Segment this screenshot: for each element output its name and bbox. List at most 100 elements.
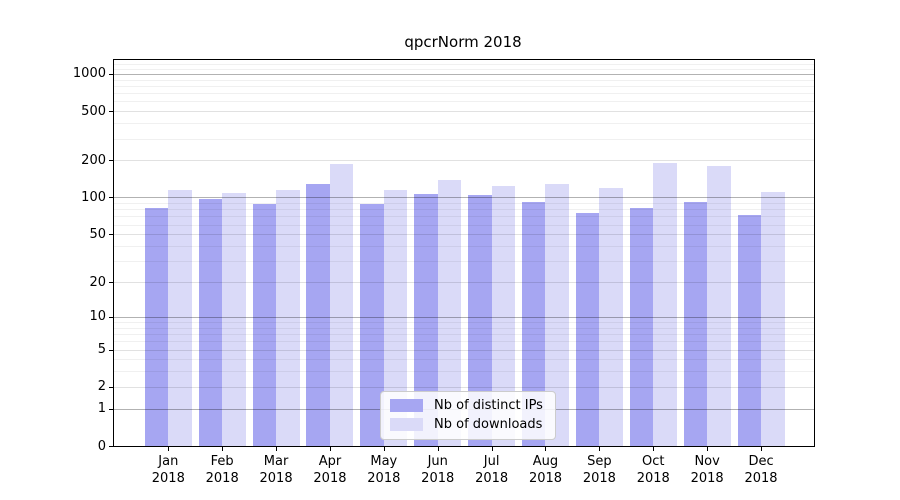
x-label-line: Nov [694,454,720,469]
y-tick-label-10: 10 [89,309,106,325]
x-tick-label-nov: Nov 2018 [675,453,739,487]
x-label-line: Mar [263,454,289,469]
x-tick-label-may: May 2018 [352,453,416,487]
x-label-line: Jul [483,454,500,469]
x-tick-label-sep: Sep 2018 [567,453,631,487]
y-tick-mark-200 [109,160,114,162]
x-label-line: 2018 [151,471,185,486]
y-tick-label-50: 50 [89,226,106,242]
x-tick-label-mar: Mar 2018 [244,453,308,487]
x-label-line: Jan [158,454,179,469]
legend-swatch-distinct-ips [390,399,423,412]
x-label-line: 2018 [205,471,239,486]
y-tick-label-1: 1 [97,401,106,417]
bar-downloads-jun [437,180,462,446]
bar-ips-nov [683,201,708,446]
gridline-minor-200 [114,160,814,162]
x-tick-label-feb: Feb 2018 [190,453,254,487]
bar-downloads-oct [653,163,677,446]
y-tick-mark-2 [109,386,114,388]
gridline-minor-700 [114,93,814,95]
x-label-line: Aug [532,454,559,469]
x-tick-mark-sep [599,446,601,451]
y-tick-label-2: 2 [97,379,106,395]
x-tick-mark-jul [491,446,493,451]
bar-ips-jan [144,208,169,446]
legend-item-downloads: Nb of downloads [390,417,543,432]
gridline-minor-800 [114,85,814,87]
bar-downloads-jul [491,185,516,446]
bar-downloads-may [383,190,408,446]
x-label-line: 2018 [475,471,509,486]
bar-ips-may [360,204,384,446]
x-tick-label-jun: Jun 2018 [406,453,470,487]
y-tick-mark-10 [109,316,114,318]
x-label-line: Oct [642,454,665,469]
x-label-line: Apr [318,454,342,469]
x-label-line: 2018 [259,471,293,486]
bar-downloads-sep [599,188,623,446]
x-label-line: Sep [587,454,612,469]
x-label-line: 2018 [582,471,616,486]
x-label-line: 2018 [528,471,563,486]
legend-swatch-downloads [390,418,423,431]
y-tick-label-20: 20 [89,274,106,290]
x-label-line: 2018 [421,471,455,486]
bar-downloads-jan [168,190,192,446]
x-tick-label-aug: Aug 2018 [513,453,577,487]
x-tick-label-jul: Jul 2018 [460,453,524,487]
x-tick-mark-jan [168,446,170,451]
x-tick-mark-aug [545,446,547,451]
x-tick-mark-mar [276,446,278,451]
x-label-line: 2018 [744,471,778,486]
gridline-minor-1100 [114,68,814,70]
x-tick-label-dec: Dec 2018 [729,453,793,487]
y-tick-mark-5 [109,349,114,351]
x-label-line: 2018 [690,471,724,486]
x-label-line: 2018 [367,471,401,486]
bar-ips-jun [414,193,438,446]
bar-downloads-mar [276,190,300,446]
x-tick-mark-may [383,446,385,451]
legend-label-distinct-ips: Nb of distinct IPs [434,398,543,413]
bar-ips-aug [521,201,546,446]
gridline-minor-1200 [114,64,814,66]
y-tick-mark-1000 [109,73,114,75]
x-tick-label-jan: Jan 2018 [136,453,200,487]
y-tick-label-0: 0 [97,438,106,454]
x-label-line: Dec [748,454,774,469]
bar-ips-apr [306,184,330,446]
x-label-line: Feb [210,454,234,469]
bar-ips-sep [575,212,600,446]
y-tick-label-1000: 1000 [72,66,106,82]
y-tick-mark-50 [109,234,114,236]
gridline-ytick-200 [114,160,814,162]
y-tick-mark-500 [109,111,114,113]
gridline-minor-600 [114,101,814,103]
legend-label-downloads: Nb of downloads [434,417,543,432]
x-tick-mark-nov [707,446,709,451]
plot-area: Nb of distinct IPs Nb of downloads 0 1 2 5 1… [73,59,815,486]
x-tick-mark-jun [437,446,439,451]
x-tick-mark-oct [653,446,655,451]
x-tick-mark-dec [761,446,763,451]
y-tick-mark-20 [109,282,114,284]
x-tick-label-apr: Apr 2018 [298,453,362,487]
bar-downloads-feb [222,192,246,446]
chart-title: qpcrNorm 2018 [404,33,522,51]
y-tick-mark-0 [109,446,114,447]
bar-ips-oct [629,208,654,446]
legend: Nb of distinct IPs Nb of downloads [380,391,556,440]
bar-ips-feb [198,199,223,446]
legend-item-distinct-ips: Nb of distinct IPs [390,398,543,413]
x-label-line: 2018 [313,471,347,486]
y-tick-label-200: 200 [81,152,106,168]
x-tick-label-oct: Oct 2018 [621,453,685,487]
bar-ips-mar [252,204,277,446]
y-tick-label-100: 100 [81,189,106,205]
bar-ips-jul [468,194,492,446]
y-tick-label-5: 5 [97,342,106,357]
y-tick-mark-1 [109,408,114,410]
x-tick-mark-apr [329,446,331,451]
